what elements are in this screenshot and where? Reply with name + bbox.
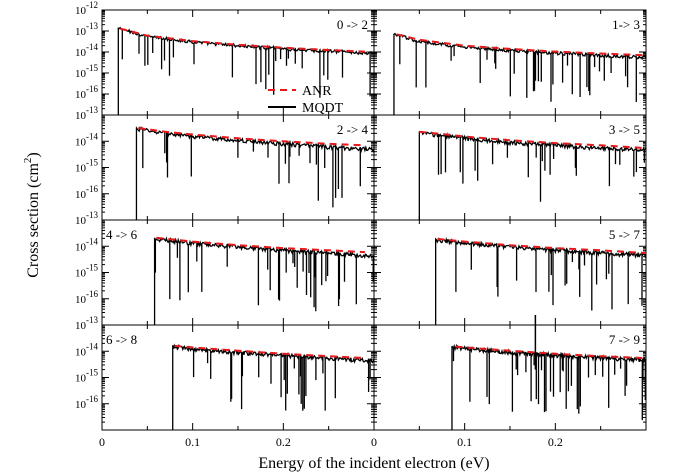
y-tick-label: 10-14 bbox=[75, 341, 98, 358]
y-tick-label: 10-16 bbox=[75, 184, 98, 201]
y-tick-label: 10-14 bbox=[75, 42, 98, 59]
y-tick-label: 10-12 bbox=[75, 0, 98, 17]
series-mqdt bbox=[435, 237, 647, 325]
panel-frame bbox=[101, 219, 375, 326]
panels: 10-12 10-13 10-14 10-15 10-16 0 -> 2 1-> 3 10-1… bbox=[75, 0, 647, 449]
y-tick-label: 10-15 bbox=[75, 63, 98, 80]
series-mqdt bbox=[153, 236, 375, 325]
panel-label: 6 -> 8 bbox=[106, 332, 137, 347]
y-tick-label: 10-16 bbox=[75, 84, 98, 101]
x-tick-label: 0.2 bbox=[548, 435, 563, 449]
panel-8: 0 0.1 0.2 7 -> 9 bbox=[371, 315, 647, 449]
y-tick-label: 10-13 bbox=[75, 210, 98, 227]
y-tick-label: 10-13 bbox=[75, 21, 98, 38]
y-axis-label-main: Cross section (cm bbox=[25, 163, 42, 278]
panel-1: 10-12 10-13 10-14 10-15 10-16 0 -> 2 bbox=[75, 0, 375, 116]
legend-anr-label: ANR bbox=[302, 84, 332, 99]
x-axis-label: Energy of the incident electron (eV) bbox=[258, 455, 489, 472]
y-tick-label: 10-14 bbox=[75, 236, 98, 253]
series-anr bbox=[119, 27, 365, 53]
y-axis-label-close: ) bbox=[25, 152, 42, 157]
panel-frame bbox=[373, 324, 647, 431]
legend-mqdt-label: MQDT bbox=[302, 101, 344, 116]
legend: ANR MQDT bbox=[268, 84, 344, 116]
panel-label: 4 -> 6 bbox=[106, 227, 138, 242]
panel-4: 3 -> 5 bbox=[373, 114, 647, 221]
x-tick-label: 0 bbox=[371, 435, 377, 449]
panel-6: 5 -> 7 bbox=[373, 219, 647, 326]
series-mqdt bbox=[172, 343, 375, 430]
panel-frame bbox=[373, 114, 647, 221]
series-anr bbox=[138, 127, 365, 147]
panel-label: 7 -> 9 bbox=[609, 332, 640, 347]
panel-2: 1-> 3 bbox=[373, 9, 647, 116]
y-tick-label: 10-15 bbox=[75, 368, 98, 385]
series-mqdt bbox=[393, 32, 647, 115]
panel-label: 3 -> 5 bbox=[609, 122, 640, 137]
x-tick-label: 0.2 bbox=[276, 435, 291, 449]
x-tick-label: 0 bbox=[99, 435, 105, 449]
series-anr bbox=[437, 237, 647, 255]
y-axis-label: Cross section (cm2) bbox=[22, 152, 42, 277]
x-tick-label: 0.1 bbox=[457, 435, 472, 449]
y-tick-label: 10-14 bbox=[75, 131, 98, 148]
y-tick-label: 10-15 bbox=[75, 158, 98, 175]
y-tick-label: 10-15 bbox=[75, 263, 98, 280]
x-tick-label: 0.1 bbox=[185, 435, 200, 449]
series-anr bbox=[174, 344, 365, 360]
series-mqdt bbox=[418, 131, 646, 220]
panel-label: 0 -> 2 bbox=[337, 17, 368, 32]
panel-5: 10-13 10-14 10-15 10-16 4 -> 6 bbox=[75, 210, 375, 326]
panel-frame bbox=[101, 324, 375, 431]
y-tick-label: 10-16 bbox=[75, 394, 98, 411]
series-mqdt bbox=[451, 343, 647, 430]
series-mqdt bbox=[135, 125, 375, 220]
panel-label: 5 -> 7 bbox=[609, 227, 641, 242]
series-anr bbox=[455, 345, 647, 360]
y-tick-label: 10-13 bbox=[75, 105, 98, 122]
series-anr bbox=[156, 236, 365, 254]
panel-frame bbox=[101, 9, 375, 116]
panel-frame bbox=[373, 219, 647, 326]
series-anr bbox=[419, 130, 647, 150]
panel-label: 2 -> 4 bbox=[337, 122, 369, 137]
panel-7: 10-13 10-14 10-15 10-16 0 0.1 0.2 6 -> 8 bbox=[75, 315, 375, 449]
y-tick-label: 10-16 bbox=[75, 289, 98, 306]
series-anr bbox=[396, 33, 647, 57]
panel-3: 10-13 10-14 10-15 10-16 2 -> 4 bbox=[75, 105, 375, 221]
y-axis-label-sup: 2 bbox=[22, 158, 34, 164]
y-tick-label: 10-13 bbox=[75, 315, 98, 332]
panel-label: 1-> 3 bbox=[612, 17, 640, 32]
